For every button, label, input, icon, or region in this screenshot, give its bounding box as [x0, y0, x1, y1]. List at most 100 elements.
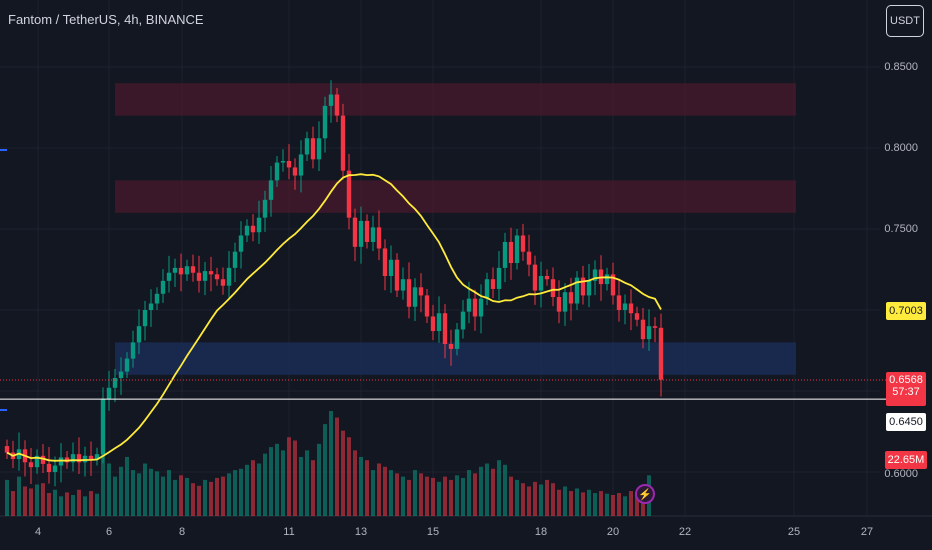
volume-bar: [401, 476, 405, 516]
volume-bar: [17, 476, 21, 516]
time-tick: 18: [534, 526, 548, 538]
candle-body: [214, 274, 220, 280]
candle-body: [352, 217, 358, 247]
volume-bar: [395, 473, 399, 516]
volume-bar: [317, 443, 321, 516]
candle-body: [358, 220, 364, 247]
candle-body: [460, 311, 466, 330]
volume-bar: [479, 466, 483, 516]
candle-body: [250, 225, 256, 233]
volume-bar: [293, 440, 297, 516]
volume-bar: [29, 488, 33, 516]
time-tick: 22: [678, 526, 692, 538]
candle-body: [274, 162, 280, 181]
time-tick: 8: [178, 526, 186, 538]
candle-body: [658, 327, 664, 380]
volume-bar: [419, 473, 423, 516]
volume-bar: [407, 479, 411, 516]
volume-bar: [131, 470, 135, 516]
volume-bar: [365, 460, 369, 516]
candle-body: [412, 287, 418, 307]
volume-bar: [455, 475, 459, 516]
candle-body: [616, 295, 622, 310]
volume-bar: [521, 483, 525, 516]
candle-body: [490, 279, 496, 289]
candle-body: [496, 267, 502, 289]
volume-bar: [497, 460, 501, 516]
candle-body: [244, 225, 250, 236]
volume-bar: [551, 483, 555, 516]
candle-body: [4, 446, 10, 453]
volume-bar: [155, 471, 159, 516]
volume-bar: [383, 466, 387, 516]
candle-body: [340, 115, 346, 171]
volume-bar: [53, 489, 57, 516]
candle-body: [184, 266, 190, 275]
candle-body: [28, 462, 34, 468]
time-tick: 13: [354, 526, 368, 538]
lightning-icon[interactable]: ⚡: [635, 484, 655, 504]
candle-body: [550, 279, 556, 298]
candle-body: [136, 326, 142, 343]
volume-bar: [569, 491, 573, 516]
time-tick: 25: [787, 526, 801, 538]
volume-bar: [173, 479, 177, 516]
candle-body: [466, 298, 472, 312]
volume-bar: [599, 491, 603, 516]
volume-bar: [167, 470, 171, 516]
time-tick: 27: [860, 526, 874, 538]
candle-body: [34, 455, 40, 468]
candle-body: [442, 313, 448, 345]
candle-body: [292, 167, 298, 176]
time-tick: 15: [426, 526, 440, 538]
volume-bar: [257, 463, 261, 516]
volume-bar: [209, 481, 213, 516]
candle-body: [76, 454, 82, 463]
volume-bar: [503, 464, 507, 516]
volume-bar: [89, 491, 93, 516]
volume-bar: [83, 496, 87, 516]
candle-body: [232, 251, 238, 268]
candle-body: [100, 399, 106, 455]
last-price-badge: 0.6568 57:37: [886, 372, 926, 406]
moving-average-line: [6, 173, 662, 462]
volume-bar: [467, 470, 471, 516]
candle-body: [568, 292, 574, 304]
candle-body: [370, 227, 376, 242]
candle-body: [346, 170, 352, 218]
candle-body: [310, 138, 316, 160]
currency-button[interactable]: USDT: [886, 5, 924, 37]
symbol-title[interactable]: Fantom / TetherUS, 4h, BINANCE: [8, 12, 204, 27]
candle-body: [118, 371, 124, 379]
volume-bar: [527, 486, 531, 516]
candle-body: [202, 271, 208, 281]
candle-body: [454, 329, 460, 349]
candle-body: [298, 154, 304, 176]
volume-bar: [137, 473, 141, 516]
candle-body: [154, 293, 160, 304]
candle-body: [418, 287, 424, 296]
candle-body: [406, 279, 412, 307]
volume-bar: [575, 488, 579, 516]
candle-body: [364, 220, 370, 242]
time-tick: 4: [34, 526, 42, 538]
candle-body: [532, 264, 538, 291]
volume-bar: [65, 492, 69, 516]
candle-body: [52, 465, 58, 472]
volume-bar: [107, 463, 111, 516]
candle-body: [238, 235, 244, 252]
volume-bar: [251, 460, 255, 516]
candle-body: [472, 298, 478, 317]
candle-body: [196, 272, 202, 281]
candle-body: [112, 378, 118, 388]
volume-bar: [353, 450, 357, 516]
candle-body: [172, 267, 178, 273]
candle-body: [436, 313, 442, 332]
volume-bar: [41, 483, 45, 516]
time-tick: 6: [105, 526, 113, 538]
volume-bar: [587, 489, 591, 516]
candle-body: [82, 455, 88, 463]
volume-bar: [125, 456, 129, 516]
candle-body: [430, 316, 436, 332]
